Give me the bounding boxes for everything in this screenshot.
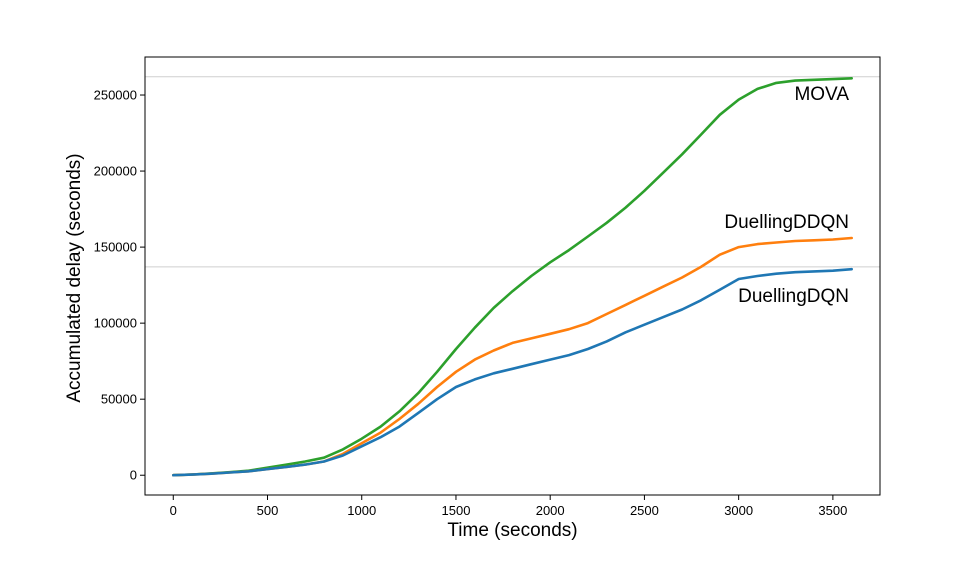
series-labels: MOVA DuellingDDQN DuellingDQN bbox=[724, 84, 849, 307]
x-tick-label: 2000 bbox=[536, 503, 565, 518]
series-lines bbox=[172, 77, 853, 477]
series-line-mova bbox=[172, 77, 853, 477]
y-tick-label: 100000 bbox=[94, 316, 137, 331]
y-tick-label: 150000 bbox=[94, 240, 137, 255]
x-tick-label: 1500 bbox=[442, 503, 471, 518]
y-axis-ticks: 0 50000 100000 150000 200000 250000 bbox=[94, 88, 145, 483]
x-tick-label: 500 bbox=[257, 503, 279, 518]
x-tick-label: 3000 bbox=[724, 503, 753, 518]
y-tick-label: 250000 bbox=[94, 88, 137, 103]
y-tick-label: 0 bbox=[130, 468, 137, 483]
y-axis-title: Accumulated delay (seconds) bbox=[64, 153, 85, 402]
x-tick-label: 2500 bbox=[630, 503, 659, 518]
y-tick-label: 200000 bbox=[94, 164, 137, 179]
y-tick-label: 50000 bbox=[101, 392, 137, 407]
x-tick-label: 1000 bbox=[347, 503, 376, 518]
series-line-duellingddqn bbox=[172, 236, 853, 477]
series-label-mova: MOVA bbox=[794, 84, 849, 105]
series-line-duellingdqn bbox=[172, 267, 853, 477]
series-label-duellingdqn: DuellingDQN bbox=[738, 286, 849, 307]
x-tick-label: 3500 bbox=[818, 503, 847, 518]
x-axis-ticks: 0 500 1000 1500 2000 2500 3000 3500 bbox=[170, 495, 847, 518]
plot-area-frame bbox=[144, 56, 881, 496]
reference-lines bbox=[145, 76, 880, 268]
series-label-duellingddqn: DuellingDDQN bbox=[724, 212, 849, 233]
x-axis-title: Time (seconds) bbox=[447, 520, 577, 541]
x-tick-label: 0 bbox=[170, 503, 177, 518]
